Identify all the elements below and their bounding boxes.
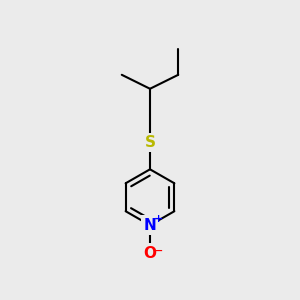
Text: N: N [144,218,156,233]
Text: S: S [145,135,155,150]
Text: +: + [154,214,163,224]
Text: O: O [143,246,157,261]
Text: −: − [154,246,164,256]
